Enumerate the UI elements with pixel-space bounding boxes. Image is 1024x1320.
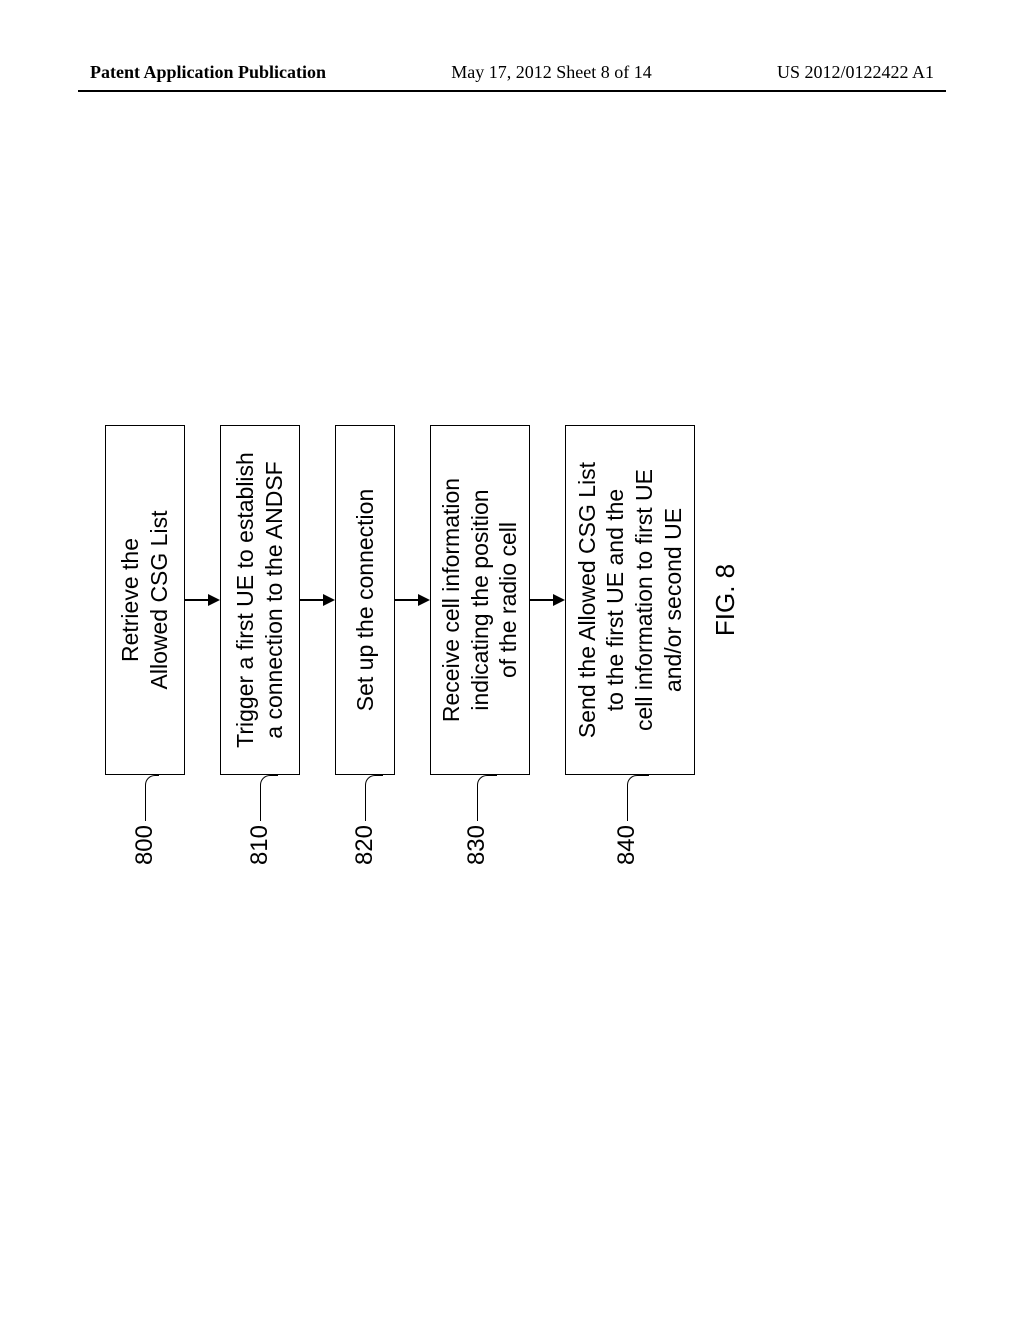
header-right: US 2012/0122422 A1 <box>777 62 934 83</box>
arrow-0-1-head <box>208 594 220 606</box>
ref-810: 810 <box>246 825 274 885</box>
page-header: Patent Application Publication May 17, 2… <box>0 62 1024 83</box>
lead-830 <box>477 775 497 821</box>
lead-800 <box>145 775 159 821</box>
page: Patent Application Publication May 17, 2… <box>0 0 1024 1320</box>
header-rule <box>78 90 946 92</box>
arrow-1-2-line <box>300 599 323 601</box>
lead-810 <box>260 775 278 821</box>
step-text-820: Set up the connection <box>351 489 380 712</box>
figure-8: 800 Retrieve theAllowed CSG List 810 Tri… <box>105 425 775 885</box>
ref-820: 820 <box>351 825 379 885</box>
ref-800: 800 <box>131 825 159 885</box>
arrow-3-4-line <box>530 599 553 601</box>
step-box-840: Send the Allowed CSG Listto the first UE… <box>565 425 695 775</box>
step-text-810: Trigger a first UE to establisha connect… <box>231 452 289 748</box>
step-box-830: Receive cell informationindicating the p… <box>430 425 530 775</box>
step-text-800: Retrieve theAllowed CSG List <box>116 511 174 690</box>
step-text-840: Send the Allowed CSG Listto the first UE… <box>573 462 688 738</box>
arrow-1-2-head <box>323 594 335 606</box>
header-center: May 17, 2012 Sheet 8 of 14 <box>451 62 651 83</box>
step-box-820: Set up the connection <box>335 425 395 775</box>
lead-820 <box>365 775 383 821</box>
header-left: Patent Application Publication <box>90 62 326 83</box>
figure-label: FIG. 8 <box>710 425 741 775</box>
step-box-810: Trigger a first UE to establisha connect… <box>220 425 300 775</box>
ref-840: 840 <box>613 825 641 885</box>
flowchart: 800 Retrieve theAllowed CSG List 810 Tri… <box>105 425 775 885</box>
step-text-830: Receive cell informationindicating the p… <box>437 478 523 722</box>
header-row: Patent Application Publication May 17, 2… <box>90 62 934 83</box>
ref-830: 830 <box>463 825 491 885</box>
step-box-800: Retrieve theAllowed CSG List <box>105 425 185 775</box>
arrow-0-1-line <box>185 599 208 601</box>
arrow-2-3-line <box>395 599 418 601</box>
arrow-2-3-head <box>418 594 430 606</box>
lead-840 <box>627 775 649 821</box>
arrow-3-4-head <box>553 594 565 606</box>
